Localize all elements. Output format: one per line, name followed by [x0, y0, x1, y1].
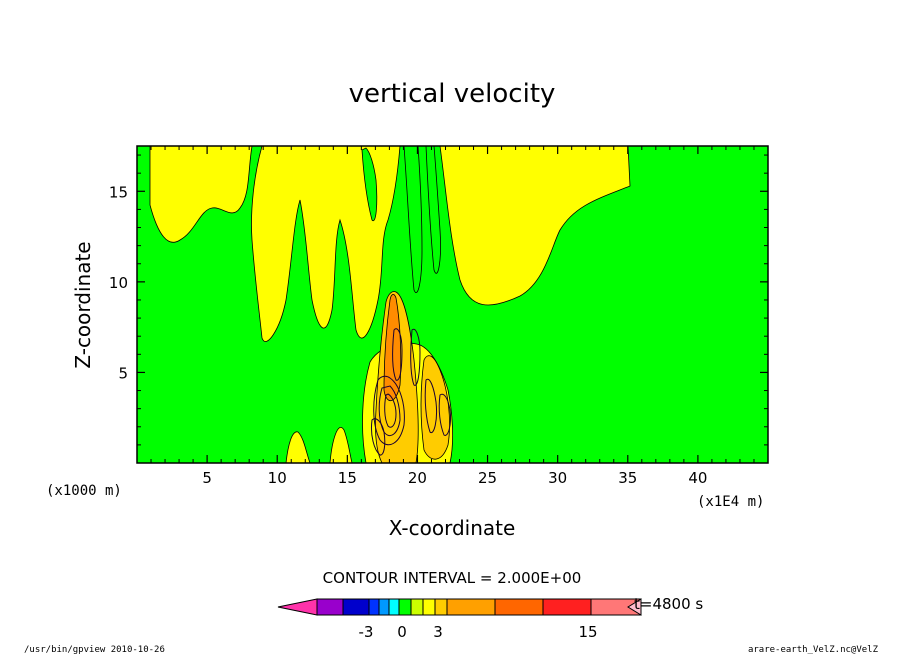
- colorbar-segment: [368, 598, 380, 616]
- colorbar-segment: [398, 598, 412, 616]
- colorbar-tick-label: 3: [433, 623, 443, 641]
- contour-interval-label: CONTOUR INTERVAL = 2.000E+00: [323, 569, 582, 587]
- streaks: [361, 145, 441, 293]
- colorbar-segment: [446, 598, 496, 616]
- x-tick-label: 35: [618, 469, 637, 487]
- yellow-region-bottom-mid: [329, 427, 353, 464]
- x-tick-label: 25: [478, 469, 497, 487]
- plot-frame: [136, 145, 769, 464]
- yellow-region-bottom-left: [285, 431, 311, 464]
- colorbar-tick-label: 15: [578, 623, 597, 641]
- y-tick-label: 5: [118, 364, 128, 382]
- x-tick-label: 30: [548, 469, 567, 487]
- colorbar: -3 0 3 15: [277, 598, 642, 641]
- colorbar-segment: [316, 598, 344, 616]
- green-streak-3: [361, 147, 378, 222]
- footer-right: arare-earth_VelZ.nc@VelZ: [748, 645, 879, 654]
- colorbar-segment: [410, 598, 424, 616]
- colorbar-segment: [422, 598, 436, 616]
- colorbar-segment: [388, 598, 400, 616]
- colorbar-arrow-right: [627, 598, 642, 616]
- y-axis-label: Z-coordinate: [71, 241, 95, 368]
- x-tick-label: 5: [202, 469, 212, 487]
- colorbar-tick-label: 0: [397, 623, 407, 641]
- chart-title: vertical velocity: [349, 79, 556, 109]
- core-right-yellow: [420, 355, 450, 460]
- y-axis-unit: (x1000 m): [46, 483, 122, 499]
- colorbar-segment: [494, 598, 544, 616]
- footer-left: /usr/bin/gpview 2010-10-26: [24, 645, 165, 654]
- x-axis-ticks: 5 10 15 20 25 30 35 40: [150, 146, 755, 487]
- y-axis-ticks: 5 10 15: [109, 154, 768, 446]
- y-tick-label: 10: [109, 274, 128, 292]
- x-tick-label: 15: [338, 469, 357, 487]
- dense-contours: [371, 328, 451, 456]
- x-axis-label: X-coordinate: [389, 516, 516, 540]
- x-tick-label: 40: [688, 469, 707, 487]
- green-streak-1: [403, 145, 423, 293]
- colorbar-arrow-left: [277, 598, 318, 616]
- plot-area: [136, 145, 769, 464]
- green-streak-2: [425, 145, 441, 274]
- yellow-region-center-wide: [251, 145, 401, 342]
- colorbar-segment: [342, 598, 370, 616]
- y-tick-label: 15: [109, 183, 128, 201]
- x-tick-label: 10: [268, 469, 287, 487]
- yellow-region-right: [439, 145, 631, 306]
- colorbar-segment: [434, 598, 448, 616]
- colorbar-segment: [542, 598, 592, 616]
- time-label: t=4800 s: [634, 595, 703, 613]
- x-tick-label: 20: [408, 469, 427, 487]
- colorbar-tick-label: -3: [359, 623, 374, 641]
- x-axis-unit: (x1E4 m): [697, 494, 764, 510]
- colorbar-segment: [378, 598, 390, 616]
- yellow-region-left: [149, 145, 253, 243]
